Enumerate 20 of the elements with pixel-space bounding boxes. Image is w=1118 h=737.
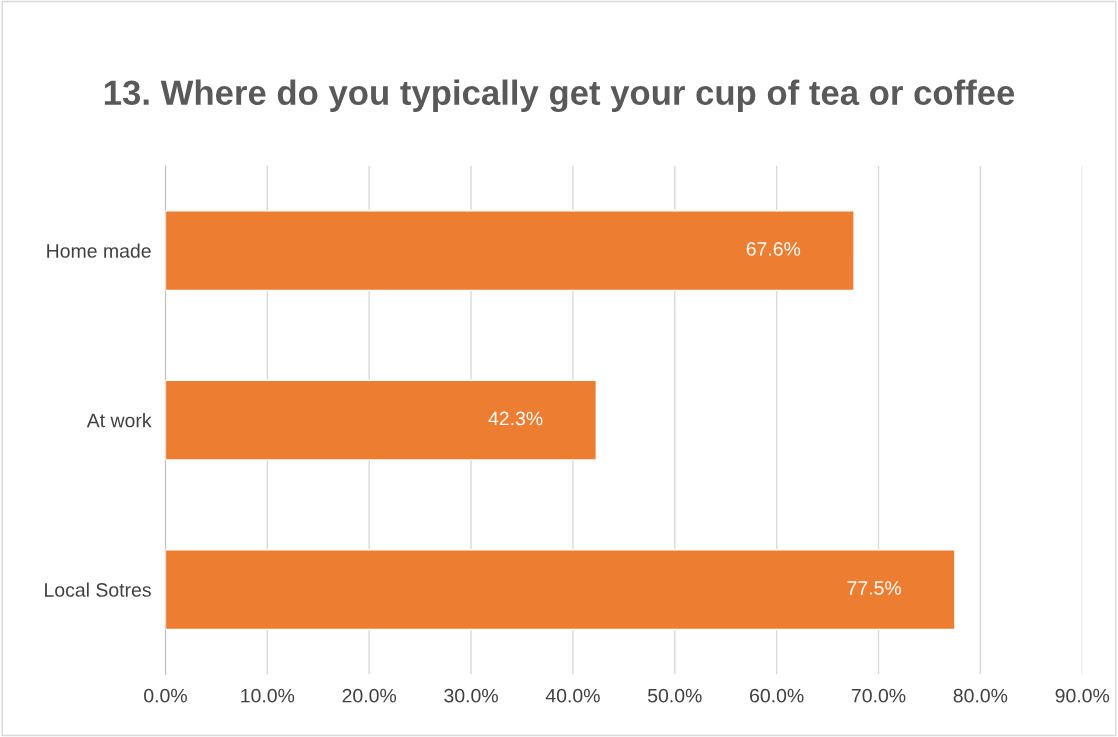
y-tick-label: At work	[86, 413, 152, 428]
x-tick-label: 50.0%	[647, 688, 702, 703]
x-tick-label: 40.0%	[545, 688, 600, 703]
data-label: 67.6%	[746, 242, 801, 256]
x-tick-label: 80.0%	[953, 688, 1008, 703]
x-tick-label: 70.0%	[851, 688, 906, 703]
y-tick-label: Local Sotres	[45, 582, 151, 597]
data-label: 42.3%	[488, 411, 543, 426]
bar	[165, 549, 956, 631]
x-tick-label: 0.0%	[144, 688, 187, 703]
chart-title: 13. Where do you typically get your cup of tea or coffee	[104, 79, 1015, 113]
data-label: 77.5%	[847, 581, 902, 595]
x-tick-label: 20.0%	[342, 688, 397, 703]
bar	[165, 379, 598, 461]
x-tick-label: 30.0%	[444, 688, 498, 703]
x-tick-label: 90.0%	[1055, 688, 1110, 703]
bar	[165, 210, 855, 292]
x-tick-label: 10.0%	[241, 688, 295, 703]
x-tick-label: 60.0%	[750, 688, 804, 703]
y-tick-label: Home made	[47, 243, 151, 258]
